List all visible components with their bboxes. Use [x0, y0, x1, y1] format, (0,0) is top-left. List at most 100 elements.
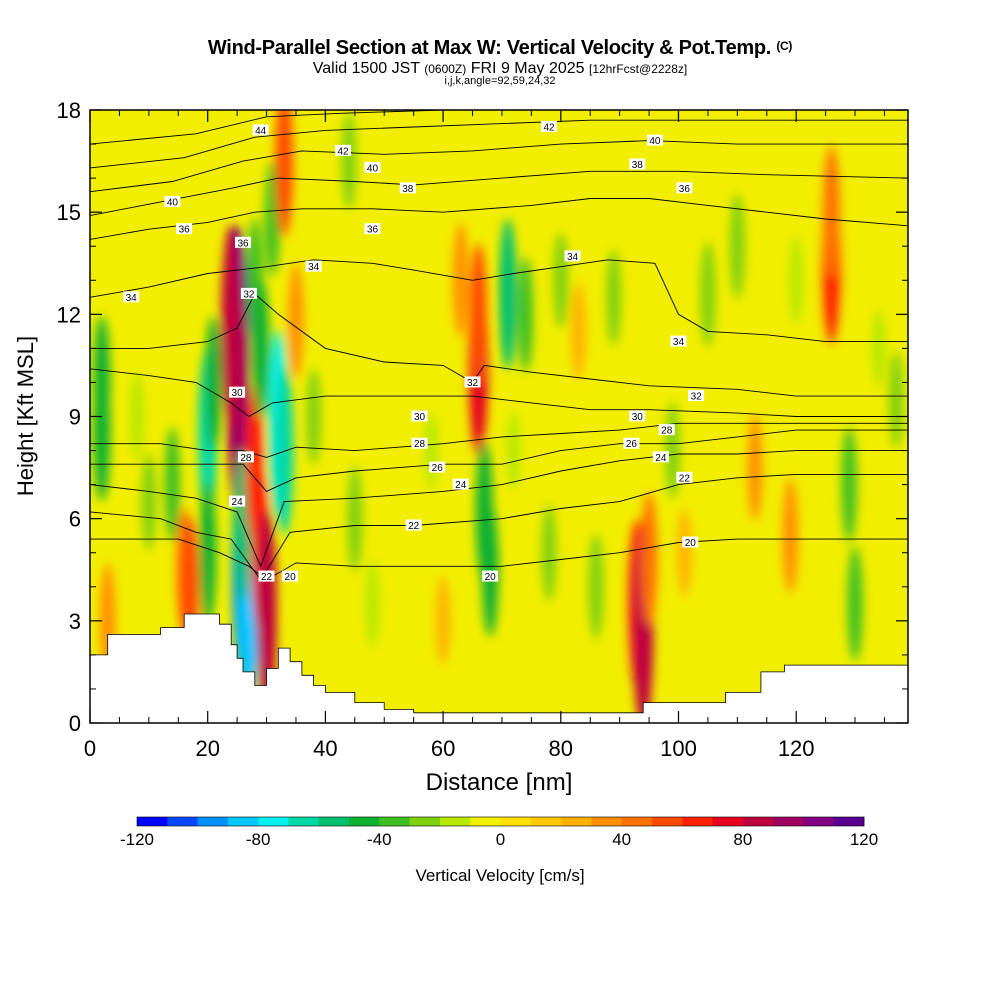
contour-label-bg — [623, 437, 640, 449]
chart-subtitle: Valid 1500 JST (0600Z) FRI 9 May 2025 [1… — [312, 60, 688, 77]
colorbar-swatch — [258, 817, 289, 826]
velocity-cell — [823, 145, 840, 279]
velocity-cell — [506, 411, 521, 491]
theta-contour-line — [90, 119, 908, 169]
contour-label-bg — [688, 390, 705, 402]
contour-label: 34 — [308, 262, 320, 273]
contour-label: 38 — [402, 184, 414, 195]
y-axis-label: Height [Kft MSL] — [13, 336, 38, 496]
colorbar-swatch — [470, 817, 501, 826]
contour-label-bg — [646, 134, 663, 146]
contour-label-bg — [411, 410, 428, 422]
velocity-cell — [365, 559, 380, 648]
colorbar-swatch — [500, 817, 532, 826]
colorbar-swatch — [349, 817, 380, 826]
velocity-cell — [306, 368, 321, 465]
colorbar-swatch — [167, 817, 198, 826]
contour-label: 20 — [285, 572, 297, 583]
contour-label: 28 — [414, 439, 426, 450]
colorbar-swatch — [803, 817, 835, 826]
colorbar-swatch — [591, 817, 623, 826]
theta-contour-line — [90, 259, 908, 343]
x-tick-label: 100 — [660, 736, 697, 761]
y-tick-label: 12 — [57, 302, 81, 327]
contour-label-bg — [252, 124, 269, 136]
colorbar: -120 -80 -40 0 40 80 120 — [120, 816, 878, 849]
velocity-cell — [606, 248, 622, 346]
contour-label: 42 — [543, 123, 555, 134]
velocity-cell — [130, 372, 145, 461]
contour-label-bg — [629, 410, 646, 422]
contour-label-bg — [541, 121, 558, 133]
colorbar-swatch — [318, 817, 350, 826]
theta-contour-line — [90, 538, 908, 581]
x-axis-label: Distance [nm] — [426, 769, 573, 796]
contour-label: 24 — [455, 480, 467, 491]
contour-label: 24 — [232, 497, 244, 508]
contour-label: 40 — [167, 197, 179, 208]
contour-label: 22 — [408, 521, 420, 532]
chart-indices: i,j,k,angle=92,59,24,32 — [444, 75, 556, 87]
velocity-cell — [275, 110, 293, 237]
y-tick-label: 6 — [69, 507, 81, 532]
contour-label: 34 — [673, 337, 685, 348]
contour-label: 32 — [467, 378, 479, 389]
velocity-cell — [588, 533, 604, 640]
x-tick-label: 20 — [195, 736, 219, 761]
velocity-cell — [847, 546, 863, 662]
contour-labels: 20 20 20 22 22 22 24 24 24 26 26 28 28 28 30 30 30 32 32 32… — [123, 121, 705, 583]
velocity-cell — [782, 478, 799, 594]
theta-contour-line — [90, 450, 908, 568]
contour-label-bg — [629, 158, 646, 170]
colorbar-swatch — [651, 817, 683, 826]
y-tick-label: 15 — [57, 200, 81, 225]
velocity-cell — [789, 236, 804, 325]
colorbar-swatch — [409, 817, 441, 826]
colorbar-tick-label: 80 — [733, 830, 752, 849]
copyright-mark: (C) — [776, 39, 793, 53]
velocity-cell — [481, 503, 499, 637]
theta-contour-line — [90, 140, 908, 193]
contour-label: 34 — [126, 293, 138, 304]
colorbar-tick-label: -80 — [246, 830, 271, 849]
contour-label: 24 — [655, 453, 667, 464]
colorbar-tick-label: -40 — [367, 830, 392, 849]
contour-label: 28 — [240, 453, 252, 464]
velocity-cell — [341, 112, 357, 210]
contour-label-bg — [652, 451, 669, 463]
colorbar-swatch — [561, 817, 592, 826]
colorbar-swatch — [530, 817, 562, 826]
velocity-cell — [677, 508, 692, 597]
velocity-cell — [700, 240, 716, 347]
velocity-cell — [205, 315, 222, 449]
x-tick-label: 80 — [549, 736, 573, 761]
colorbar-swatch — [773, 817, 804, 826]
contour-label-bg — [305, 260, 322, 272]
contour-label: 30 — [414, 412, 426, 423]
velocity-cell — [841, 427, 857, 543]
velocity-cell — [452, 222, 469, 338]
colorbar-swatch — [288, 817, 320, 826]
velocity-cell — [747, 414, 763, 521]
contour-label-bg — [176, 223, 193, 235]
colorbar-swatch — [439, 817, 471, 826]
colorbar-swatch — [137, 817, 168, 826]
velocity-cell — [141, 453, 157, 551]
contour-label-bg — [240, 287, 257, 299]
contour-label-bg — [676, 182, 693, 194]
contour-label-bg — [411, 437, 428, 449]
colorbar-swatch — [833, 817, 865, 826]
colorbar-tick-label: 120 — [850, 830, 878, 849]
colorbar-swatch — [379, 817, 411, 826]
velocity-cell — [640, 493, 658, 627]
contour-label-bg — [564, 250, 581, 262]
velocity-cell — [93, 359, 111, 502]
contour-label-bg — [237, 451, 254, 463]
theta-contour-line — [90, 422, 908, 458]
colorbar-frame — [136, 816, 865, 827]
contour-label-bg — [164, 195, 181, 207]
velocity-field — [93, 110, 904, 723]
velocity-cell — [499, 218, 517, 370]
terrain-mask — [90, 613, 908, 723]
